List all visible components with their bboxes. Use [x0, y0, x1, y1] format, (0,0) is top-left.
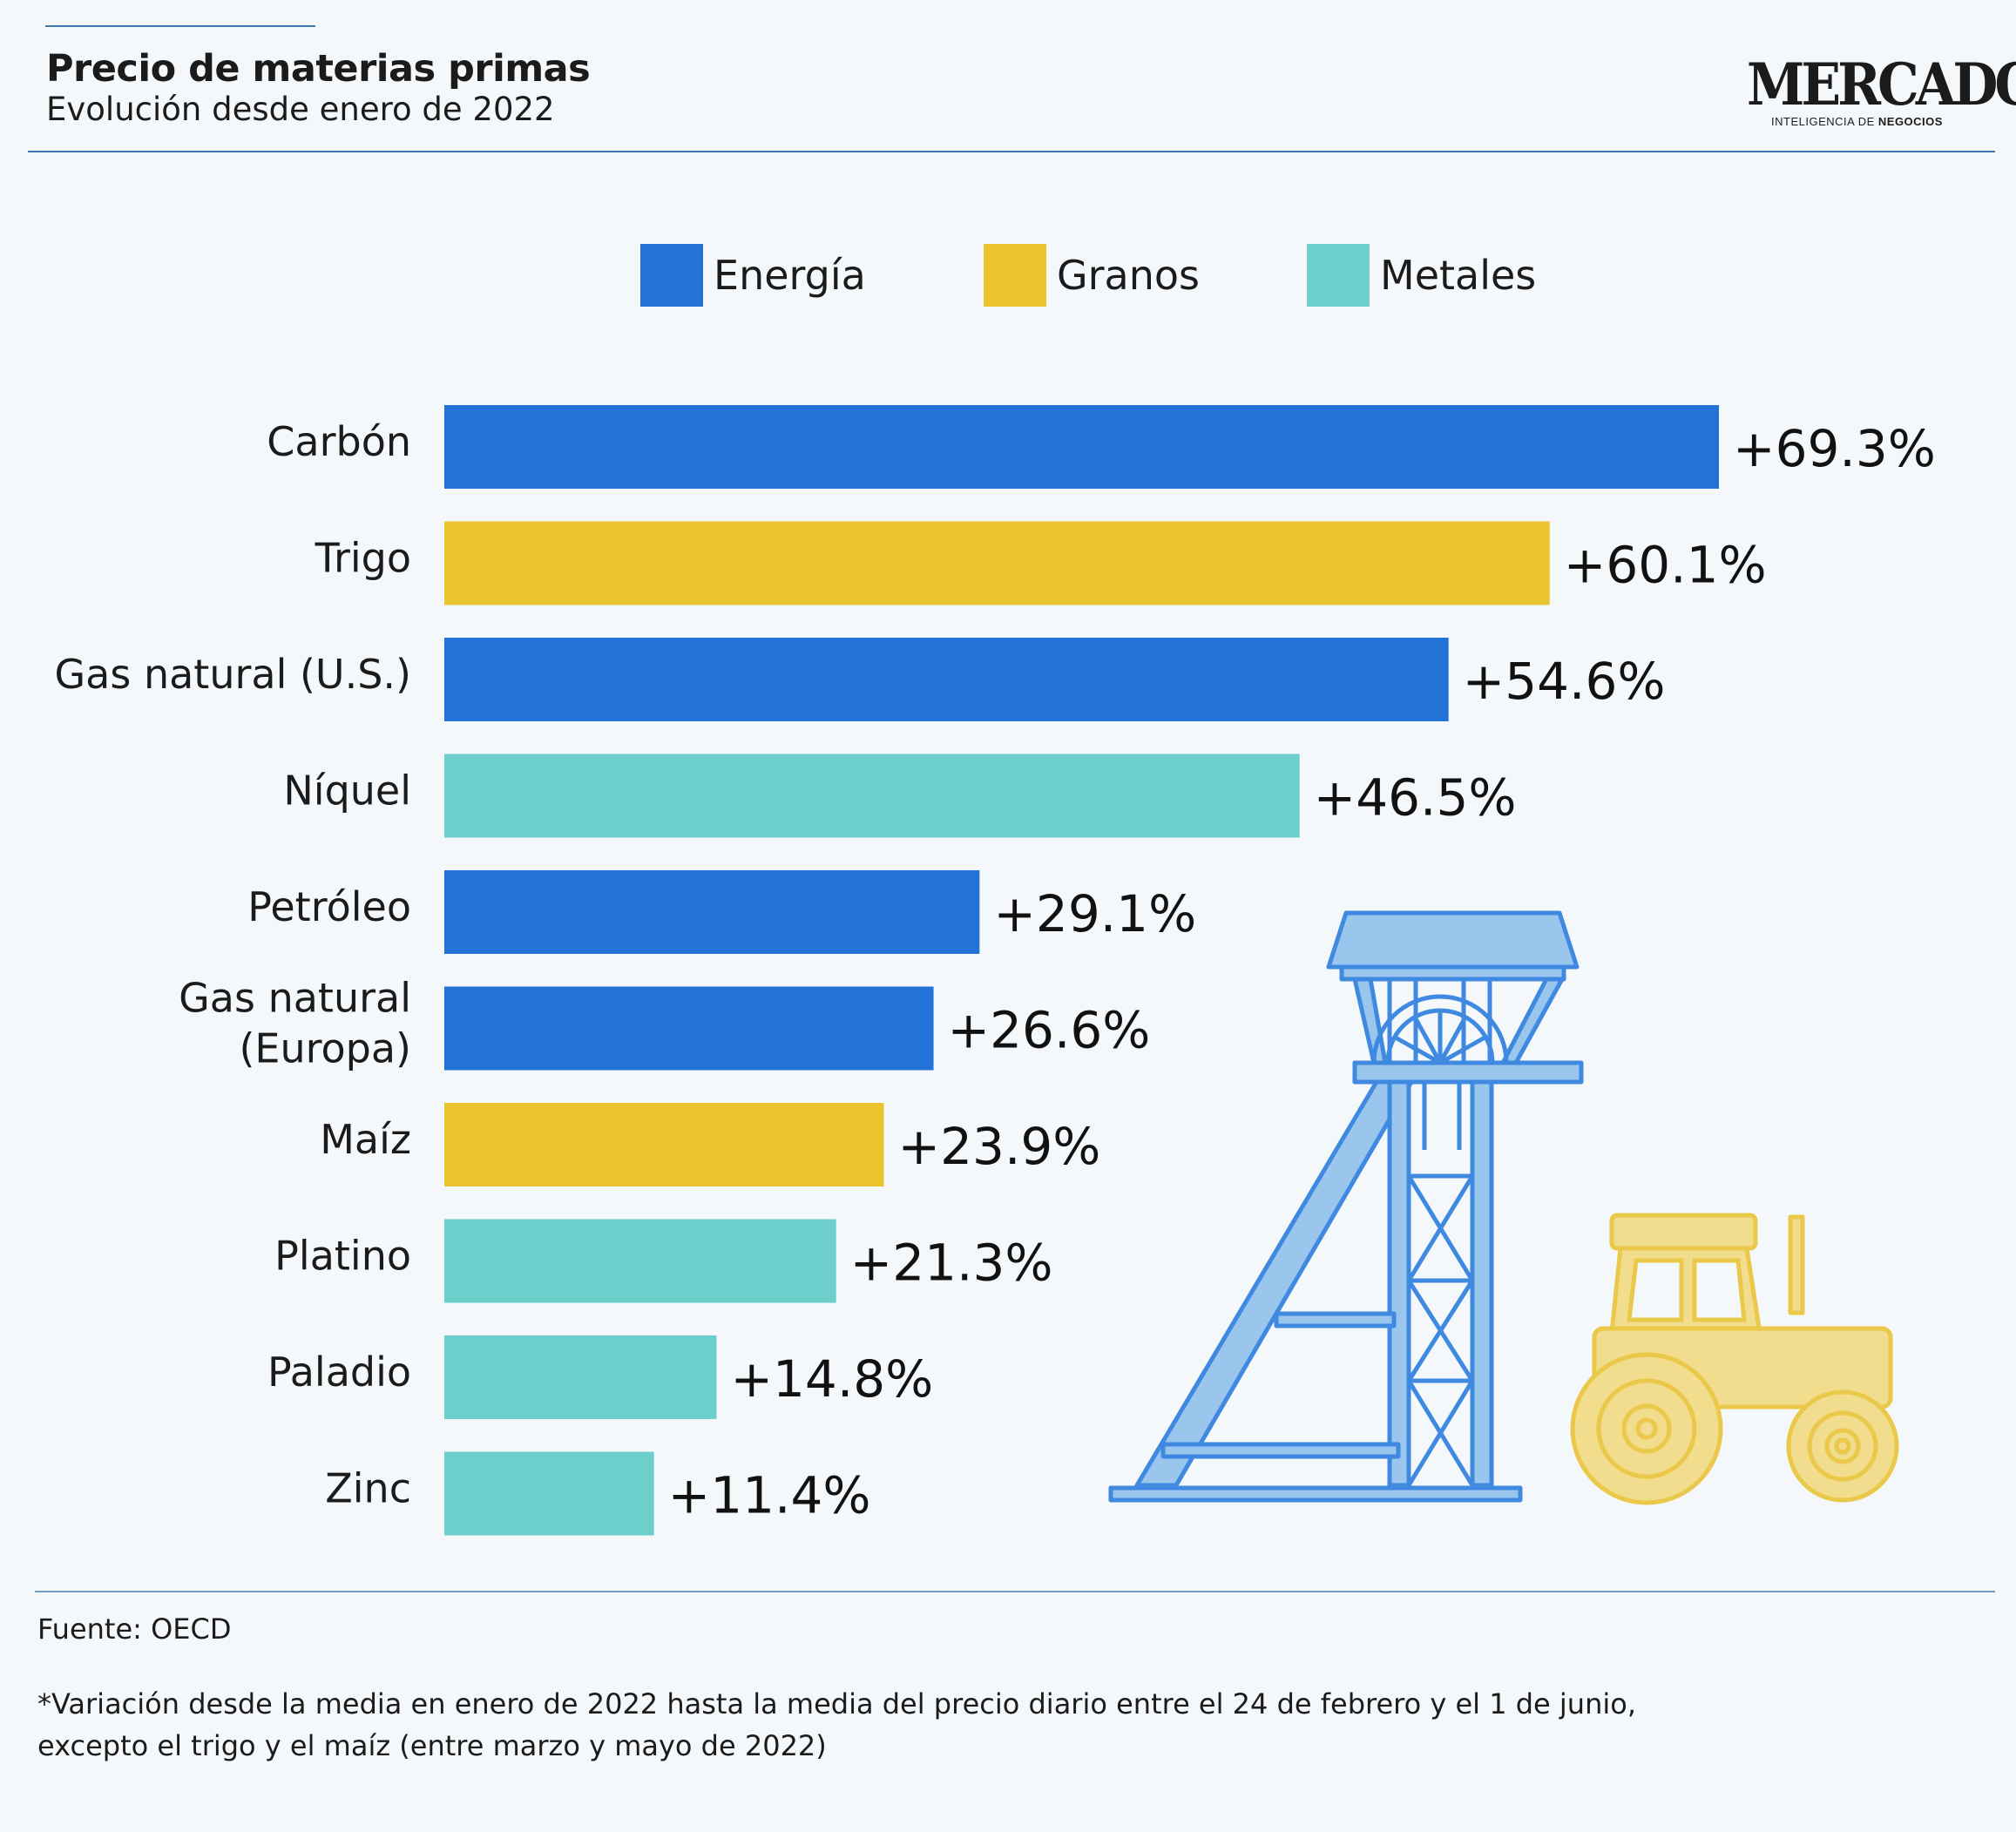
category-label-6: Maíz	[320, 1116, 411, 1163]
bar-4	[444, 870, 980, 954]
category-label-9: Zinc	[325, 1465, 411, 1512]
legend-item-granos: Granos	[984, 244, 1200, 307]
footnote: *Variación desde la media en enero de 20…	[37, 1683, 1780, 1767]
category-label-0: Carbón	[267, 418, 411, 465]
footnote-line-2: excepto el trigo y el maíz (entre marzo …	[37, 1729, 827, 1762]
top-accent-rule	[45, 25, 315, 27]
value-label-8: +14.8%	[730, 1349, 933, 1409]
bar-9	[444, 1451, 654, 1536]
legend-swatch-energia	[640, 244, 703, 307]
bar-3	[444, 754, 1300, 838]
legend-item-energia: Energía	[640, 244, 866, 307]
header-divider	[28, 151, 1995, 152]
bar-0	[444, 405, 1719, 489]
bar-2	[444, 638, 1449, 721]
legend-swatch-metales	[1307, 244, 1370, 307]
bar-chart: +69.3% Carbón +60.1% Trigo +54.6% Gas natural…	[55, 405, 1936, 1536]
bar-8	[444, 1335, 717, 1419]
category-label-4: Petróleo	[247, 883, 411, 930]
source-note: Fuente: OECD	[37, 1612, 232, 1646]
category-label-5: Gas natural (Europa)	[179, 975, 411, 1072]
legend-label-metales: Metales	[1380, 252, 1537, 299]
category-label-2: Gas natural (U.S.)	[55, 651, 411, 698]
bar-7	[444, 1219, 836, 1303]
bar-1	[444, 521, 1550, 605]
bar-6	[444, 1103, 884, 1186]
category-label-8: Paladio	[267, 1349, 411, 1396]
category-label-7: Platino	[274, 1233, 411, 1280]
legend-swatch-granos	[984, 244, 1046, 307]
value-label-9: +11.4%	[668, 1466, 871, 1525]
value-label-3: +46.5%	[1314, 768, 1517, 828]
footnote-line-1: *Variación desde la media en enero de 20…	[37, 1687, 1636, 1720]
category-label-1: Trigo	[315, 535, 411, 582]
legend-item-metales: Metales	[1307, 244, 1536, 307]
value-label-4: +29.1%	[993, 884, 1196, 943]
logo-tagline: INTELIGENCIA DE NEGOCIOS	[1771, 115, 1943, 128]
chart-subtitle: Evolución desde enero de 2022	[46, 91, 555, 128]
category-label-3: Níquel	[283, 767, 411, 815]
chart-title: Precio de materias primas	[46, 47, 591, 91]
legend-label-granos: Granos	[1057, 252, 1201, 299]
value-label-0: +69.3%	[1733, 419, 1936, 478]
value-label-1: +60.1%	[1564, 536, 1767, 595]
bar-5	[444, 986, 934, 1071]
value-label-7: +21.3%	[850, 1234, 1053, 1293]
value-label-6: +23.9%	[898, 1117, 1101, 1176]
footer-divider	[35, 1591, 1995, 1592]
value-label-2: +54.6%	[1463, 652, 1666, 711]
tractor-icon	[1570, 1213, 1899, 1505]
value-label-5: +26.6%	[948, 1001, 1151, 1060]
mine-headframe-icon	[1108, 910, 1584, 1503]
legend-label-energia: Energía	[714, 252, 866, 299]
